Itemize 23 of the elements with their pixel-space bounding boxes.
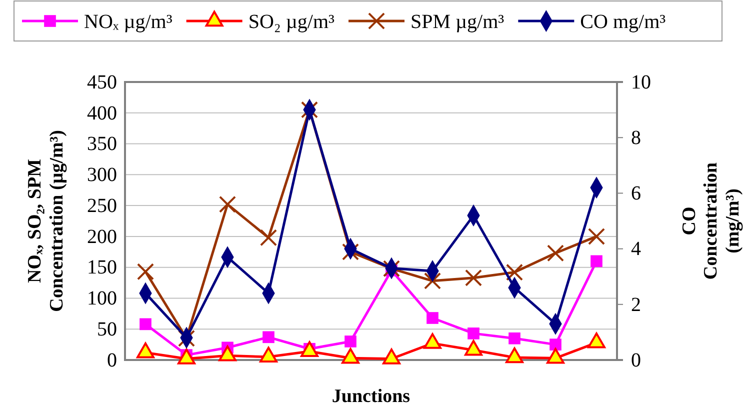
y2-tick-label: 4 bbox=[631, 238, 641, 260]
y2-tick-label: 0 bbox=[631, 349, 641, 372]
y-tick-label: 300 bbox=[87, 164, 117, 186]
y-axis-title: NOₓ, SO₂, SPM Concentration (µg/m³) bbox=[24, 130, 68, 312]
y-tick-label: 100 bbox=[87, 288, 117, 310]
y-tick-label: 150 bbox=[87, 256, 117, 279]
y-tick-label: 200 bbox=[87, 226, 117, 248]
y-tick-label: 400 bbox=[87, 102, 117, 124]
y2-tick-label: 2 bbox=[631, 294, 641, 316]
y-tick-label: 450 bbox=[87, 71, 117, 94]
x-axis-title: Junctions bbox=[332, 386, 410, 407]
legend-label: NOₓ µg/m³ bbox=[84, 11, 172, 33]
y-tick-label: 350 bbox=[87, 133, 117, 156]
y-tick-label: 250 bbox=[87, 194, 117, 217]
y2-axis-title: CO Concentration (mg/m³) bbox=[678, 162, 744, 280]
y-tick-label: 0 bbox=[107, 349, 117, 372]
y2-tick-label: 6 bbox=[631, 182, 641, 205]
y2-tick-label: 8 bbox=[631, 127, 641, 149]
legend-label: CO mg/m³ bbox=[580, 11, 666, 33]
legend-label: SO₂ µg/m³ bbox=[248, 11, 335, 33]
legend-label: SPM µg/m³ bbox=[410, 11, 504, 33]
y-tick-label: 50 bbox=[97, 318, 117, 341]
y2-tick-label: 10 bbox=[631, 71, 651, 94]
